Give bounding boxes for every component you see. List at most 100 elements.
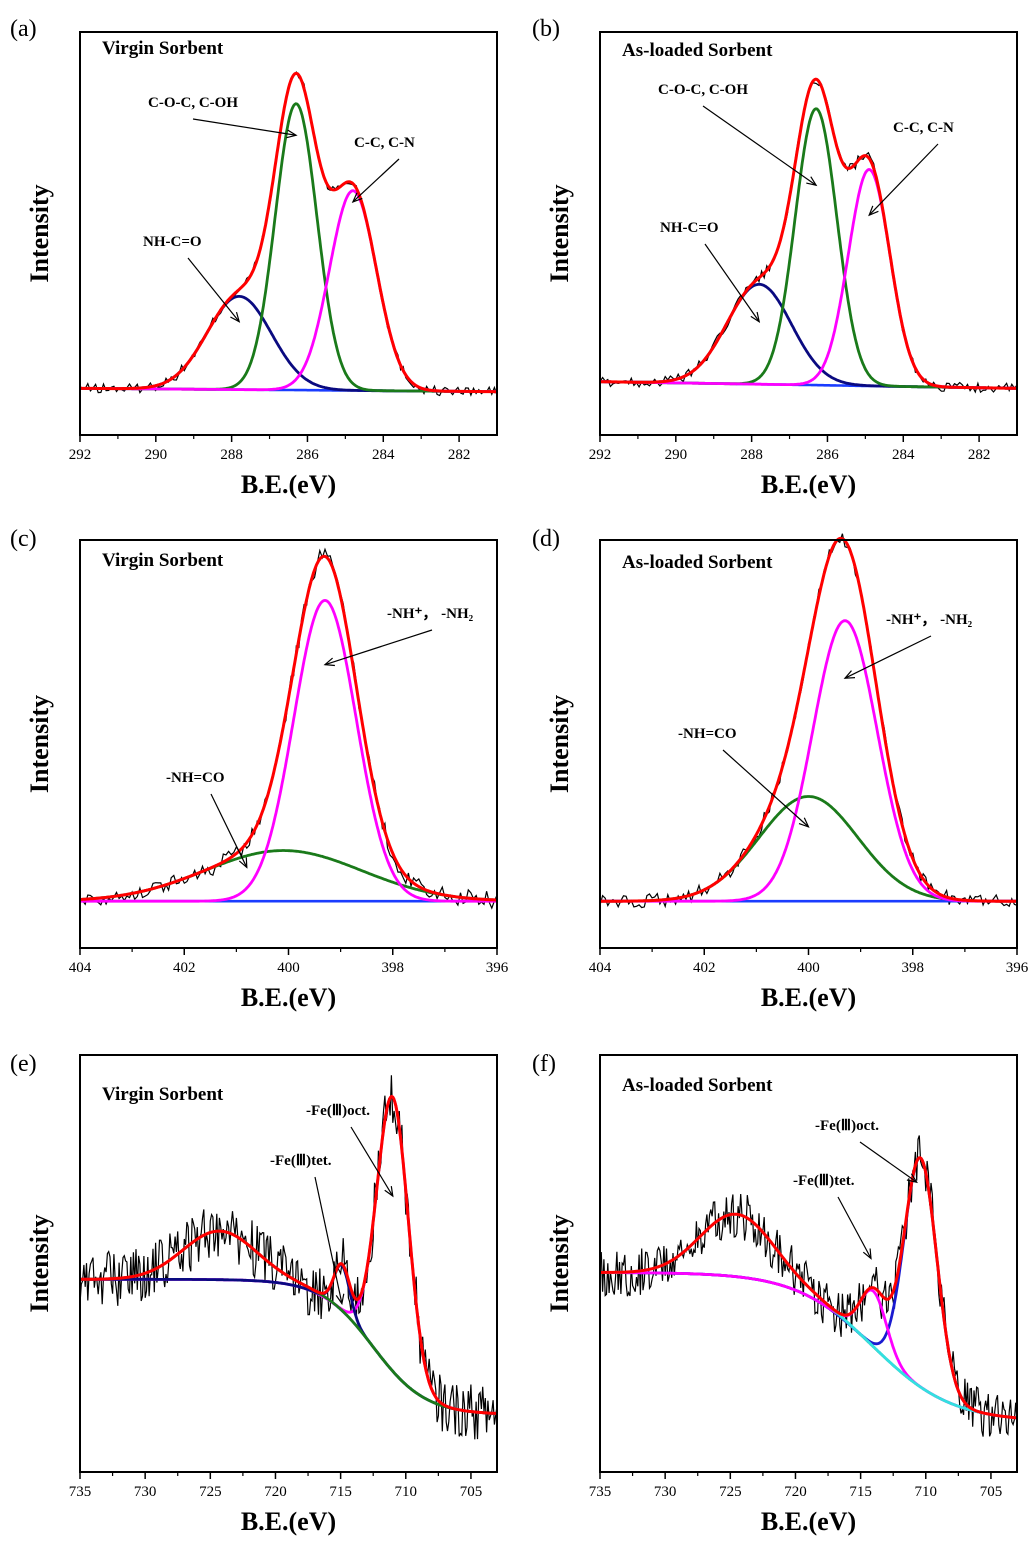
y-axis-title: Intensity [25,695,54,793]
peak-annotation: C-C, C-N [893,120,954,136]
annotation-arrow-line [187,257,240,323]
x-tick-label: 705 [460,1484,483,1500]
x-tick-label: 282 [448,447,471,463]
sample-title: As-loaded Sorbent [622,552,773,573]
component-peak-1 [600,619,1017,903]
chart-panel-d: 404 402 400 398 396 B.E.(eV) Intensity (d) As-lo… [532,526,1029,1012]
plot-frame [599,1054,1018,1473]
x-tick-label: 290 [145,447,168,463]
y-axis-title: Intensity [545,1214,574,1312]
sample-title: As-loaded Sorbent [622,40,773,61]
peak-annotation: -Fe(Ⅲ)tet. [793,1173,855,1189]
peak-annotation: C-O-C, C-OH [658,82,748,98]
annotation-arrowhead [323,657,335,667]
plot-frame [79,1054,498,1473]
envelope-fit-line [600,77,1017,390]
envelope-fit-line [80,71,497,394]
x-tick-label: 404 [69,960,92,976]
peak-annotation: NH-C=O [143,234,202,250]
x-tick-label: 284 [892,447,915,463]
component-peak-1 [600,1271,1018,1420]
annotation-arrowhead [862,1248,872,1260]
sample-title: Virgin Sorbent [102,550,224,571]
x-tick-label: 735 [69,1484,92,1500]
x-tick-label: 730 [654,1484,677,1500]
y-axis-title: Intensity [25,184,54,282]
annotation-arrow-line [859,1141,918,1183]
annotation-arrow-line [324,629,433,666]
x-axis-title: B.E.(eV) [761,470,856,499]
x-tick-label: 720 [784,1484,807,1500]
x-axis-title: B.E.(eV) [241,983,336,1012]
component-peak-0 [80,294,497,394]
x-tick-label: 292 [69,447,92,463]
sample-title: As-loaded Sorbent [622,1075,773,1096]
annotation-arrowhead [351,192,363,203]
raw-data-line [79,547,498,910]
component-peak-0 [600,282,1017,390]
x-tick-label: 402 [693,960,716,976]
x-tick-label: 286 [816,447,839,463]
x-axis-title: B.E.(eV) [761,1507,856,1536]
peak-annotation: -Fe(Ⅲ)oct. [306,1103,370,1119]
panel-label: (d) [532,526,560,552]
plot-frame [79,31,498,436]
annotation-arrow-line [350,1126,394,1197]
x-tick-label: 705 [980,1484,1003,1500]
x-tick-label: 715 [849,1484,872,1500]
raw-data-line [79,1075,498,1440]
raw-data-line [599,533,1018,909]
chart-panel-f: 735 730 725 720 715 710 705 B.E.(eV) Intensity (f… [532,1051,1018,1536]
component-peak-1 [80,598,497,903]
panel-label: (c) [10,526,37,552]
x-tick-label: 288 [220,447,243,463]
chart-panel-a: 292 290 288 286 284 282 B.E.(eV) Intensity (a) Vi… [10,16,498,499]
x-tick-label: 398 [902,960,925,976]
annotation-arrow-line [837,1196,872,1259]
x-tick-label: 398 [382,960,405,976]
annotation-arrowhead [806,176,818,187]
x-tick-label: 400 [277,960,300,976]
annotation-arrowhead [798,817,810,828]
annotation-arrowhead [843,670,856,679]
annotation-arrow-line [352,158,400,203]
annotation-arrowhead [335,1293,345,1306]
x-tick-label: 404 [589,960,612,976]
annotation-arrowhead [286,129,298,139]
peak-annotation: C-C, C-N [354,135,415,151]
x-tick-label: 288 [740,447,763,463]
x-tick-label: 725 [199,1484,222,1500]
y-axis-title: Intensity [545,695,574,793]
annotation-arrow-line [868,143,939,216]
x-tick-label: 284 [372,447,395,463]
component-peak-2 [600,1212,1018,1420]
panel-label: (e) [10,1051,37,1077]
x-tick-label: 400 [797,960,820,976]
annotation-arrow-line [844,635,932,679]
peak-annotation: NH-C=O [660,220,719,236]
annotation-arrowhead [906,1173,918,1184]
peak-annotation: -NH=CO [678,726,737,742]
component-peak-0 [80,1094,498,1415]
chart-panel-c: 404 402 400 398 396 B.E.(eV) Intensity (c) Virgi… [10,526,509,1012]
annotation-arrowhead [384,1186,394,1198]
peak-annotation: -NH⁺， -NH₂ [886,612,973,628]
y-axis-title: Intensity [25,1214,54,1312]
component-peak-0 [600,795,1017,903]
annotation-arrowhead [750,311,761,323]
peak-annotation: -Fe(Ⅲ)tet. [270,1153,332,1169]
x-tick-label: 402 [173,960,196,976]
sample-title: Virgin Sorbent [102,1084,224,1105]
plot-frame [599,539,1018,949]
peak-annotation: C-O-C, C-OH [148,95,238,111]
x-tick-label: 715 [329,1484,352,1500]
annotation-arrow-line [210,793,248,868]
x-tick-label: 396 [1006,960,1029,976]
x-tick-label: 710 [395,1484,418,1500]
component-peak-1 [600,107,1017,390]
chart-panel-b: 292 290 288 286 284 282 B.E.(eV) Intensity (b) As… [532,16,1018,499]
x-tick-label: 730 [134,1484,157,1500]
annotation-arrow-line [314,1176,343,1304]
y-axis-title: Intensity [545,184,574,282]
